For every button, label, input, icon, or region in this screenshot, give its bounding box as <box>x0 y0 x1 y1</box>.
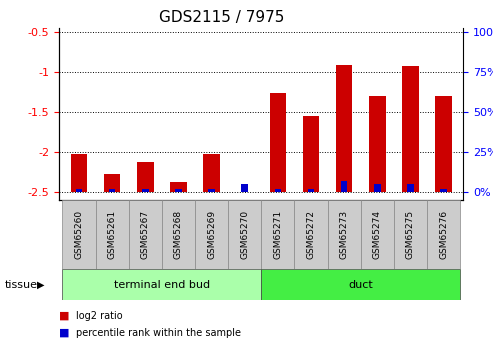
Bar <box>361 200 394 269</box>
Text: ▶: ▶ <box>37 280 44 289</box>
Text: GSM65269: GSM65269 <box>207 210 216 259</box>
Text: tissue: tissue <box>5 280 38 289</box>
Text: GSM65276: GSM65276 <box>439 210 448 259</box>
Bar <box>170 183 187 192</box>
Bar <box>341 181 348 192</box>
Bar <box>228 200 261 269</box>
Text: duct: duct <box>349 280 373 289</box>
Bar <box>261 200 294 269</box>
Bar <box>435 96 452 192</box>
Bar <box>294 200 327 269</box>
Bar <box>96 200 129 269</box>
Bar <box>402 66 419 192</box>
Text: GSM65270: GSM65270 <box>240 210 249 259</box>
Text: GSM65260: GSM65260 <box>74 210 83 259</box>
Bar <box>369 96 386 192</box>
Text: percentile rank within the sample: percentile rank within the sample <box>76 328 242 338</box>
Bar <box>270 93 286 192</box>
Bar <box>142 189 148 192</box>
Text: GSM65268: GSM65268 <box>174 210 183 259</box>
Text: GSM65274: GSM65274 <box>373 210 382 259</box>
Bar <box>407 184 414 192</box>
Bar <box>76 189 82 192</box>
Bar <box>104 175 120 192</box>
Bar <box>440 189 447 192</box>
Bar <box>394 200 427 269</box>
Bar <box>71 154 87 192</box>
Bar <box>129 200 162 269</box>
Text: GSM65267: GSM65267 <box>141 210 150 259</box>
Bar <box>109 189 115 192</box>
Bar <box>242 184 248 192</box>
Bar <box>203 154 220 192</box>
Bar <box>63 269 261 300</box>
Text: ■: ■ <box>59 328 70 338</box>
Text: GSM65271: GSM65271 <box>273 210 282 259</box>
Text: GSM65273: GSM65273 <box>340 210 349 259</box>
Bar <box>427 200 460 269</box>
Text: GSM65272: GSM65272 <box>307 210 316 259</box>
Text: GSM65275: GSM65275 <box>406 210 415 259</box>
Bar <box>374 184 381 192</box>
Bar <box>303 116 319 192</box>
Text: log2 ratio: log2 ratio <box>76 311 123 321</box>
Bar <box>261 269 460 300</box>
Bar <box>162 200 195 269</box>
Bar <box>308 189 315 192</box>
Text: terminal end bud: terminal end bud <box>114 280 210 289</box>
Bar <box>137 161 154 192</box>
Text: GSM65261: GSM65261 <box>107 210 117 259</box>
Bar <box>336 65 352 192</box>
Bar <box>327 200 361 269</box>
Bar <box>175 189 182 192</box>
Bar <box>195 200 228 269</box>
Text: GDS2115 / 7975: GDS2115 / 7975 <box>159 10 284 25</box>
Text: ■: ■ <box>59 311 70 321</box>
Bar <box>275 189 281 192</box>
Bar <box>63 200 96 269</box>
Bar <box>208 189 215 192</box>
